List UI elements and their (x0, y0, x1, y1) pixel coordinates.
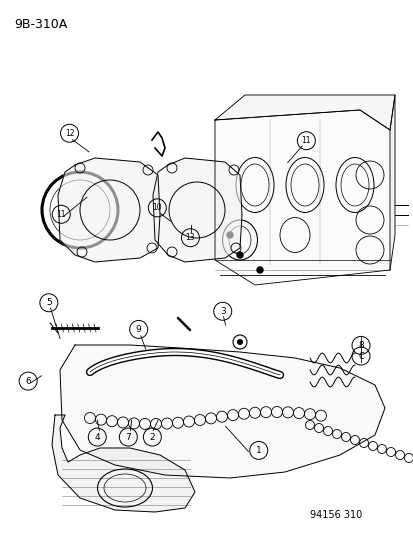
Text: 11: 11 (301, 136, 310, 145)
Text: 4: 4 (94, 433, 100, 441)
Text: 5: 5 (46, 298, 52, 307)
Text: 3: 3 (219, 307, 225, 316)
Text: 13: 13 (185, 233, 195, 242)
Polygon shape (52, 415, 195, 512)
Circle shape (226, 232, 233, 238)
Text: 10: 10 (152, 204, 162, 212)
Text: 9B-310A: 9B-310A (14, 18, 67, 31)
Polygon shape (60, 345, 384, 478)
Circle shape (236, 252, 242, 258)
Circle shape (236, 339, 242, 345)
Circle shape (256, 267, 262, 273)
Polygon shape (153, 158, 242, 262)
Text: 2: 2 (149, 433, 155, 441)
Text: 8: 8 (357, 341, 363, 350)
Text: 1: 1 (255, 446, 261, 455)
Text: 11: 11 (57, 210, 66, 219)
Text: C: C (357, 352, 363, 360)
Text: 9: 9 (135, 325, 141, 334)
Text: 94156 310: 94156 310 (309, 510, 361, 520)
Text: 6: 6 (25, 377, 31, 385)
Polygon shape (214, 95, 394, 130)
Polygon shape (389, 95, 394, 270)
Text: 7: 7 (125, 433, 131, 441)
Text: 12: 12 (65, 129, 74, 138)
Polygon shape (214, 110, 389, 285)
Polygon shape (58, 158, 159, 262)
